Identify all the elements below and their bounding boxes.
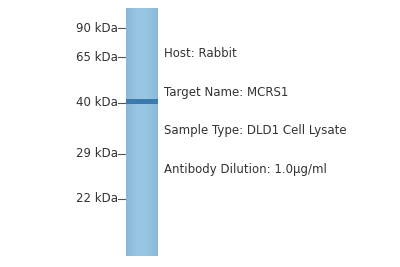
Text: 40 kDa: 40 kDa [76, 96, 118, 109]
Text: Target Name: MCRS1: Target Name: MCRS1 [164, 86, 288, 99]
Text: 22 kDa: 22 kDa [76, 193, 118, 205]
Text: Sample Type: DLD1 Cell Lysate: Sample Type: DLD1 Cell Lysate [164, 124, 347, 137]
Text: 29 kDa: 29 kDa [76, 147, 118, 160]
Text: Antibody Dilution: 1.0μg/ml: Antibody Dilution: 1.0μg/ml [164, 163, 327, 176]
Text: 90 kDa: 90 kDa [76, 22, 118, 34]
Text: 65 kDa: 65 kDa [76, 51, 118, 64]
Text: Host: Rabbit: Host: Rabbit [164, 47, 237, 60]
